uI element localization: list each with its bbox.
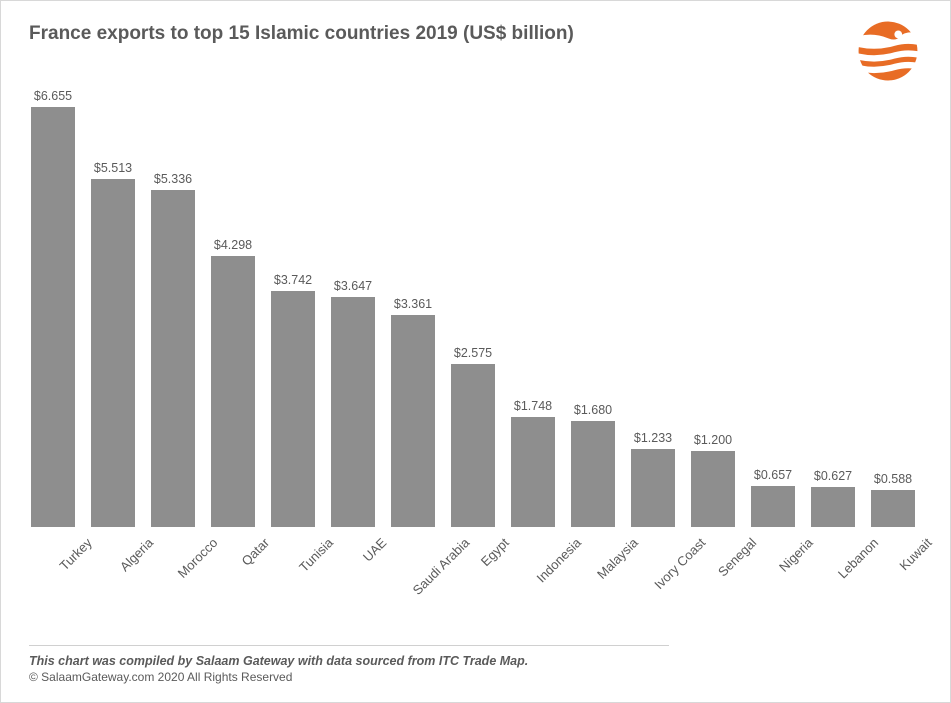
bar — [271, 291, 315, 527]
bar-group: $3.361 — [383, 297, 443, 527]
bar — [811, 487, 855, 527]
bar-group: $0.657 — [743, 468, 803, 527]
source-text: This chart was compiled by Salaam Gatewa… — [29, 654, 928, 668]
bars-container: $6.655$5.513$5.336$4.298$3.742$3.647$3.3… — [23, 107, 923, 527]
bar — [451, 364, 495, 527]
bar — [751, 486, 795, 527]
bar-value-label: $0.627 — [814, 469, 852, 483]
bar-value-label: $2.575 — [454, 346, 492, 360]
bar — [871, 490, 915, 527]
footer: This chart was compiled by Salaam Gatewa… — [29, 645, 928, 684]
bar-value-label: $3.647 — [334, 279, 372, 293]
bar-value-label: $1.233 — [634, 431, 672, 445]
bar-group: $1.748 — [503, 399, 563, 527]
bar-group: $4.298 — [203, 238, 263, 527]
bar — [691, 451, 735, 527]
chart-area: $6.655 $5.513 $5.336 $4.298 $3.742 $3.647 $3.3… — [23, 87, 923, 607]
bar-group: $1.233 — [623, 431, 683, 527]
bar-group: $3.742 — [263, 273, 323, 527]
bar — [511, 417, 555, 527]
header: France exports to top 15 Islamic countri… — [23, 19, 928, 83]
bar — [31, 107, 75, 527]
bar-value-label: $1.680 — [574, 403, 612, 417]
bar-group: $3.647 — [323, 279, 383, 527]
bar — [571, 421, 615, 527]
bar-group: $0.627 — [803, 469, 863, 527]
bar-value-label: $0.588 — [874, 472, 912, 486]
bar — [151, 190, 195, 527]
bar-value-label: $5.513 — [94, 161, 132, 175]
bar-group: $2.575 — [443, 346, 503, 527]
bar-group: $0.588 — [863, 472, 923, 527]
bar-value-label: $3.361 — [394, 297, 432, 311]
bar-value-label: $3.742 — [274, 273, 312, 287]
chart-card: France exports to top 15 Islamic countri… — [0, 0, 951, 703]
bar — [211, 256, 255, 527]
chart-title: France exports to top 15 Islamic countri… — [23, 19, 574, 45]
bar-value-label: $0.657 — [754, 468, 792, 482]
globe-wave-icon — [856, 19, 920, 83]
bar-group: $1.680 — [563, 403, 623, 527]
bar-group: $6.655 — [23, 89, 83, 527]
bar-value-label: $1.200 — [694, 433, 732, 447]
bar — [331, 297, 375, 527]
bar — [91, 179, 135, 527]
bar — [391, 315, 435, 527]
footer-divider — [29, 645, 669, 646]
x-axis-label: Turkey — [23, 529, 83, 607]
bar-value-label: $1.748 — [514, 399, 552, 413]
bar-value-label: $6.655 — [34, 89, 72, 103]
bar-group: $5.513 — [83, 161, 143, 527]
bar-group: $5.336 — [143, 172, 203, 527]
brand-logo — [856, 19, 920, 83]
bar-group: $1.200 — [683, 433, 743, 527]
x-axis-labels: TurkeyAlgeriaMoroccoQatarTunisiaUAESaudi… — [23, 529, 923, 607]
bar-value-label: $4.298 — [214, 238, 252, 252]
bar-value-label: $5.336 — [154, 172, 192, 186]
bar — [631, 449, 675, 527]
copyright-text: © SalaamGateway.com 2020 All Rights Rese… — [29, 670, 928, 684]
